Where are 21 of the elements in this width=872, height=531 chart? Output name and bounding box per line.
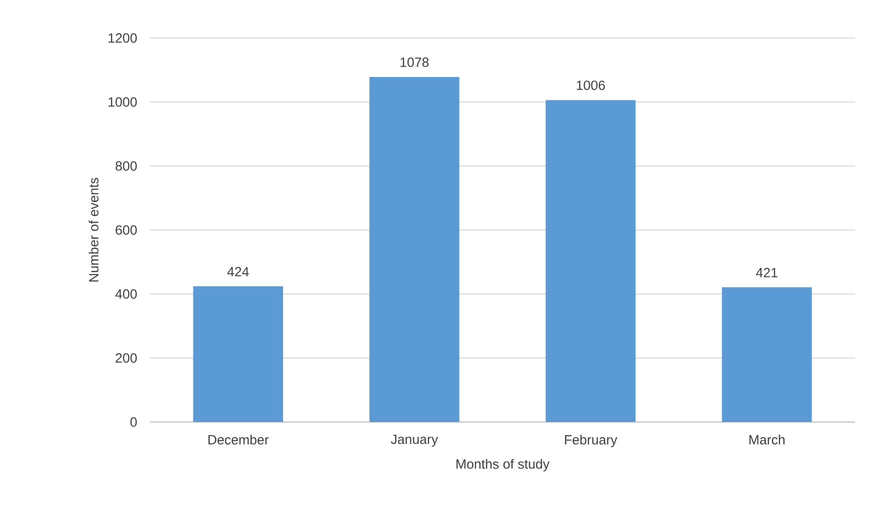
- bar: [193, 286, 284, 422]
- bar: [369, 77, 460, 422]
- x-tick-label: January: [390, 434, 438, 447]
- y-axis-title: Number of events: [88, 178, 98, 282]
- bar: [722, 287, 812, 422]
- y-tick-label: 1000: [108, 97, 137, 107]
- y-tick-label: 600: [116, 225, 137, 235]
- data-label: 1006: [576, 80, 605, 90]
- y-tick-label: 400: [115, 289, 137, 299]
- y-tick-label: 200: [116, 353, 137, 363]
- y-tick-label: 0: [130, 417, 137, 427]
- y-tick-label: 1200: [108, 33, 137, 43]
- data-label: 421: [756, 268, 778, 278]
- x-tick-label: December: [208, 434, 269, 444]
- data-label: 1078: [400, 58, 429, 67]
- x-axis-title: Months of study: [456, 458, 550, 472]
- x-tick-label: March: [749, 434, 785, 444]
- y-tick-label: 800: [116, 161, 137, 171]
- data-label: 424: [227, 266, 249, 276]
- x-tick-label: February: [565, 434, 618, 448]
- bar: [546, 100, 636, 422]
